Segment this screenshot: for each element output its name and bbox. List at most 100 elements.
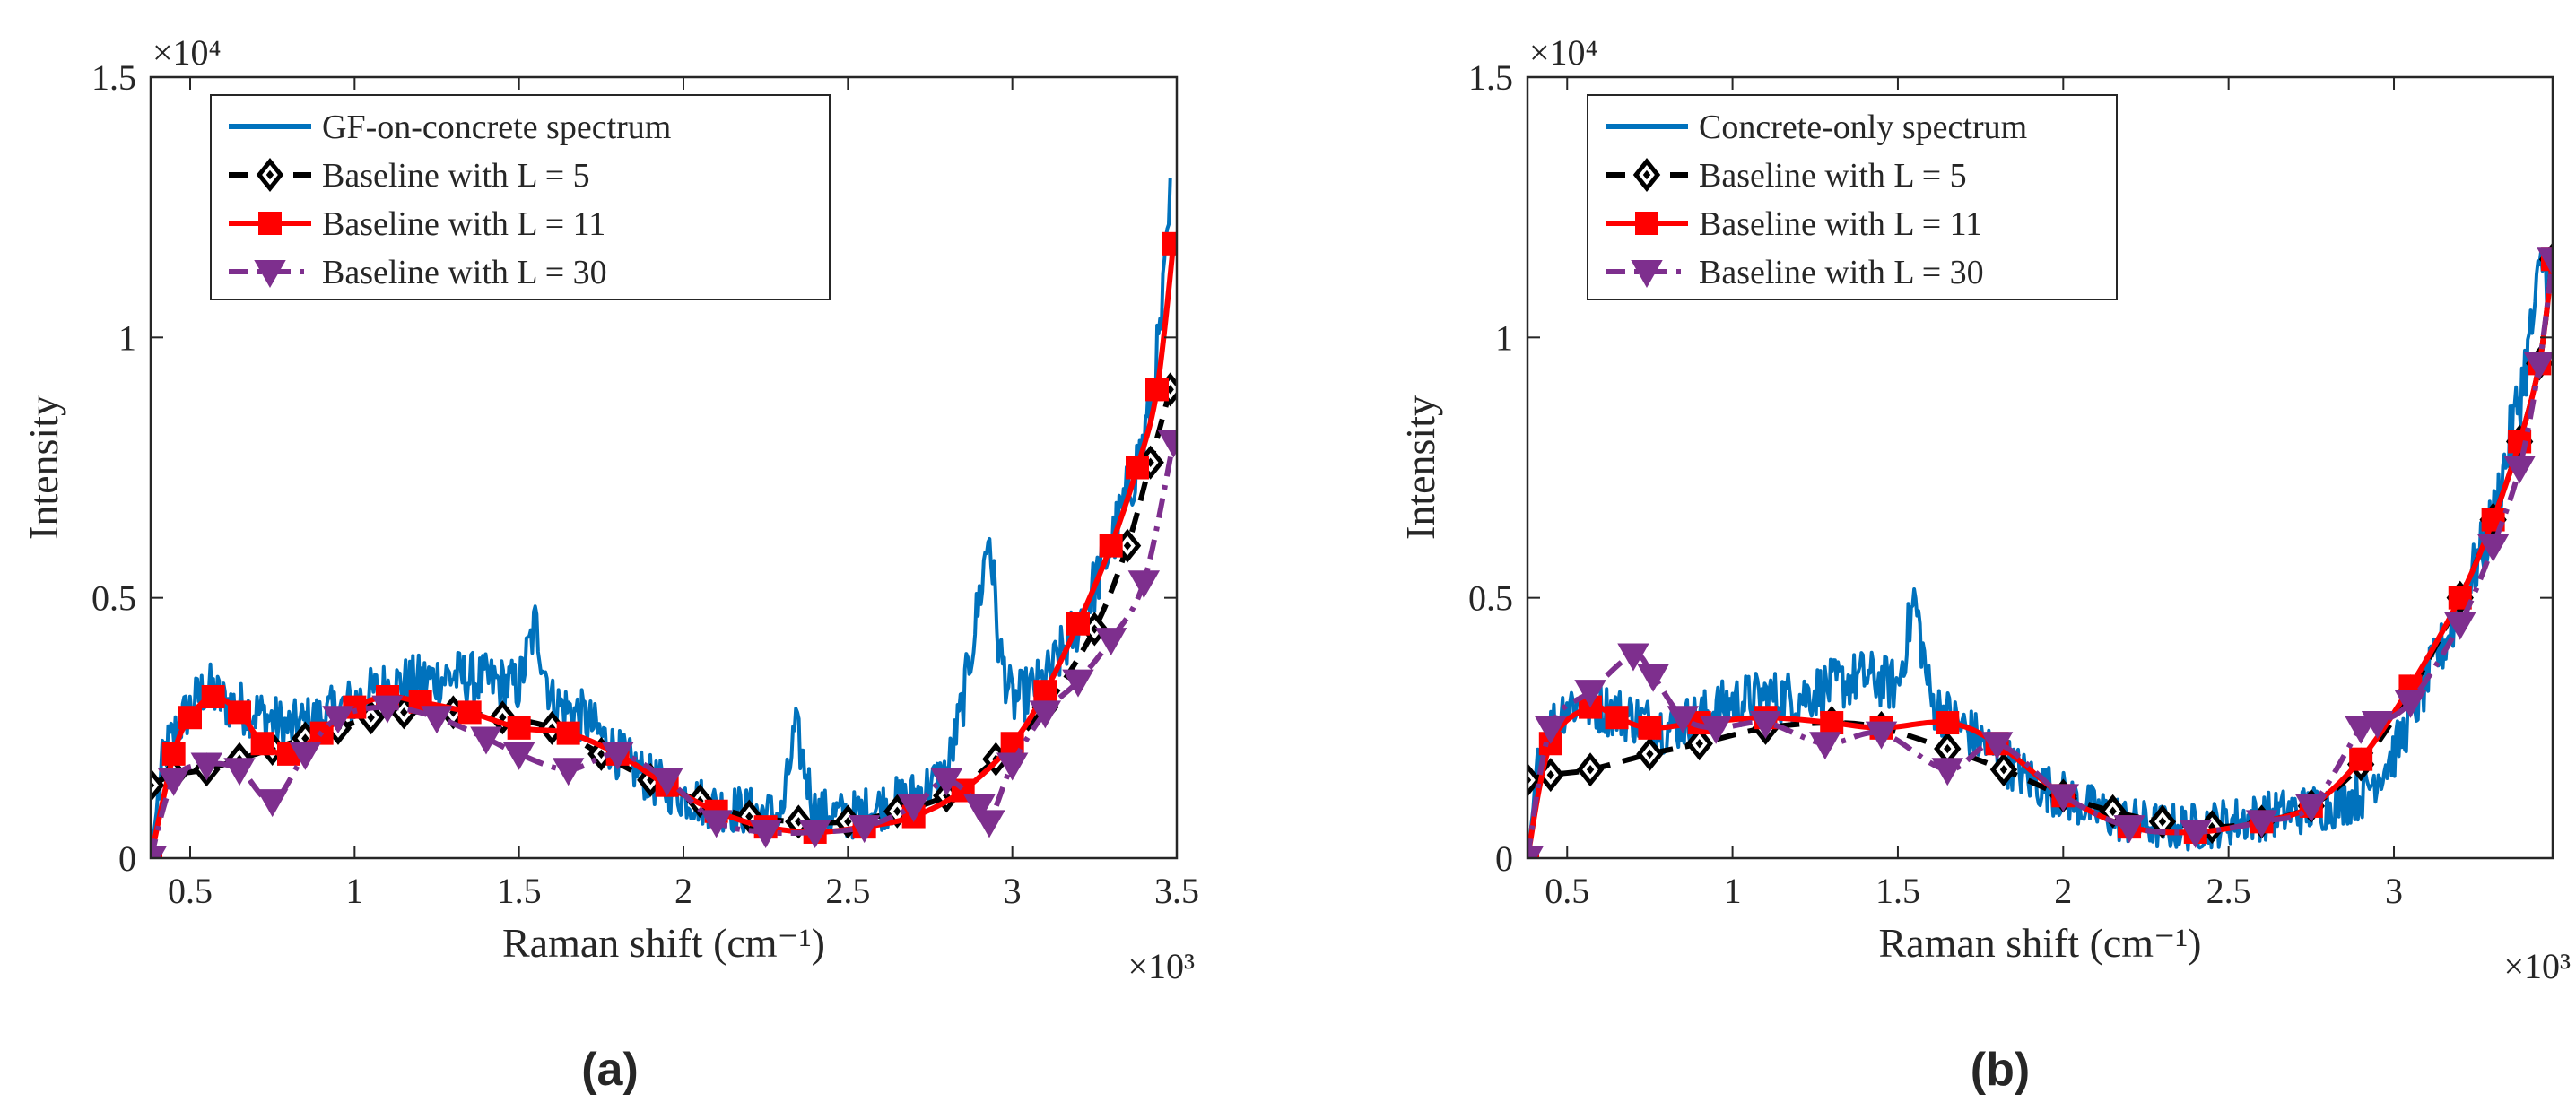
series-1-point-core [1586, 765, 1595, 775]
series-3-point [1700, 716, 1732, 744]
series-3-point [190, 752, 223, 781]
series-3-point [1865, 721, 1898, 750]
x-tick-label: 1.5 [1875, 871, 1920, 911]
x-tick-label: 2.5 [825, 871, 870, 911]
series-1-point-core [400, 707, 408, 717]
legend-label-1: Baseline with L = 5 [1699, 157, 1967, 195]
y-tick-label: 0.5 [91, 578, 136, 619]
x-tick-label: 3 [2385, 871, 2403, 911]
x-tick-label: 0.5 [168, 871, 213, 911]
series-2-point [556, 721, 580, 745]
series-3-point [289, 742, 322, 770]
series-2-point [1145, 378, 1169, 402]
series-3-point [470, 726, 502, 755]
x-tick-label: 2 [2054, 871, 2072, 911]
series-1-point-core [1091, 624, 1099, 634]
series-3-point [2394, 690, 2427, 718]
x-axis-label: Raman shift (cm⁻¹) [502, 920, 825, 966]
series-1-point-core [301, 733, 309, 743]
series-1-point [151, 768, 165, 803]
legend-marker-2 [258, 212, 282, 235]
series-3-point [421, 706, 453, 734]
series-3-point [2476, 534, 2510, 562]
series-line-3 [151, 440, 1177, 858]
series-3-point [1535, 716, 1567, 744]
x-exponent-label: ×10³ [2503, 946, 2571, 986]
x-tick-label: 0.5 [1545, 871, 1589, 911]
legend-label-0: GF-on-concrete spectrum [322, 108, 671, 146]
series-3-point [2503, 456, 2536, 484]
y-tick-label: 0 [1495, 838, 1513, 879]
legend-label-1: Baseline with L = 5 [322, 157, 590, 195]
x-tick-label: 1.5 [497, 871, 542, 911]
series-3-point [502, 742, 535, 770]
series-2-point [1605, 706, 1629, 730]
series-1-point-core [647, 775, 655, 786]
series-1-point-core [597, 749, 605, 759]
series-line-0 [151, 178, 1172, 858]
series-3-point [2444, 612, 2476, 640]
series-1-point-core [2109, 806, 2117, 816]
series-3-point [2245, 810, 2278, 838]
series-line-2 [1527, 258, 2553, 858]
legend-label-2: Baseline with L = 11 [322, 205, 605, 243]
series-3-point [322, 706, 354, 734]
x-exponent-label: ×10³ [1127, 946, 1195, 986]
axes-box [1526, 75, 2554, 860]
series-3-point [848, 815, 881, 844]
axes-box [149, 75, 1179, 860]
series-2-point [1162, 231, 1177, 256]
series-2-point [1033, 680, 1057, 704]
series-1-point-core [795, 817, 803, 827]
legend-marker-1-core [265, 169, 274, 180]
chart-panel-a: 0.5 1 1.5 2 2.5 3 3.5 0 0.5 1 1.5 ×10⁴ ×10³ Raman shi… [21, 32, 1199, 1096]
y-tick-label: 1 [118, 317, 136, 358]
series-2-point [178, 706, 202, 730]
x-tick-label: 1 [1724, 871, 1742, 911]
series-3-point [2180, 820, 2212, 848]
series-line-3 [1527, 258, 2553, 858]
y-tick-label: 1.5 [1468, 57, 1513, 98]
y-tick-label: 0.5 [1468, 578, 1513, 619]
series-1-point-core [745, 812, 753, 821]
series-2-point [1638, 716, 1662, 740]
x-tick-label: 3 [1004, 871, 1022, 911]
y-tick-label: 1.5 [91, 57, 136, 98]
legend-marker-3 [1631, 260, 1663, 289]
series-3-point [1617, 643, 1649, 672]
series-3-point [256, 789, 289, 818]
series-3-point [157, 768, 190, 796]
series-3-point [1574, 680, 1606, 708]
x-axis-label: Raman shift (cm⁻¹) [1879, 920, 2202, 966]
series-3-point [1029, 700, 1062, 729]
legend-label-3: Baseline with L = 30 [1699, 254, 1984, 291]
series-2-point [2508, 430, 2532, 454]
series-group [151, 178, 1177, 858]
series-1-point-core [2208, 821, 2216, 832]
series-3-point [2523, 352, 2553, 380]
legend-label-2: Baseline with L = 11 [1699, 205, 1982, 243]
x-tick-label: 2 [674, 871, 692, 911]
series-2-point [457, 700, 482, 725]
series-3-point [650, 768, 683, 796]
series-3-point [1667, 706, 1700, 734]
series-3-point [2345, 716, 2377, 744]
series-group [1527, 242, 2553, 858]
series-3-point [2113, 815, 2145, 844]
x-tick-label: 1 [345, 871, 363, 911]
series-2-point [1099, 534, 1123, 558]
legend-label-0: Concrete-only spectrum [1699, 108, 2027, 146]
series-2-point [161, 742, 186, 766]
series-2-point [228, 700, 251, 725]
series-3-point [996, 752, 1029, 781]
series-3-point [798, 820, 831, 848]
series-1-point-core [1695, 739, 1703, 749]
series-2-point [250, 732, 274, 756]
series-3-point [1749, 711, 1782, 740]
y-axis-label: Intensity [21, 395, 66, 540]
series-2-point [507, 716, 531, 740]
panel-caption: (b) [1971, 1044, 2030, 1096]
series-1-point-core [1646, 749, 1654, 759]
panel-caption: (a) [581, 1044, 639, 1096]
